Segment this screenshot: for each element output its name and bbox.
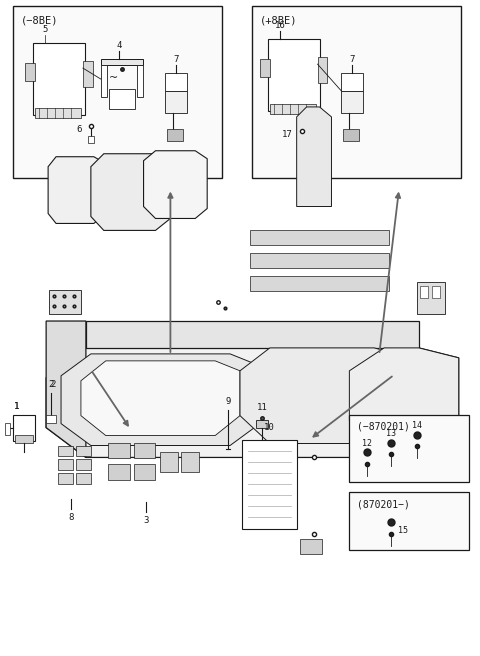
Text: 1: 1 bbox=[13, 402, 19, 411]
Bar bbox=[13, 415, 35, 441]
Polygon shape bbox=[240, 348, 404, 443]
Bar bbox=[250, 230, 389, 245]
Bar bbox=[420, 286, 428, 298]
Bar bbox=[252, 7, 461, 178]
Bar bbox=[242, 440, 297, 529]
Polygon shape bbox=[297, 107, 332, 207]
Text: 2: 2 bbox=[50, 380, 56, 389]
Text: 9: 9 bbox=[226, 397, 231, 406]
Text: 16: 16 bbox=[275, 21, 285, 30]
Text: 6: 6 bbox=[76, 125, 82, 134]
Bar bbox=[417, 282, 445, 314]
Polygon shape bbox=[349, 348, 459, 443]
Bar bbox=[250, 253, 389, 268]
Bar bbox=[101, 65, 107, 97]
Text: (+8BE): (+8BE) bbox=[260, 15, 298, 26]
Bar bbox=[349, 492, 468, 550]
Text: 7: 7 bbox=[174, 54, 179, 64]
Bar bbox=[49, 290, 81, 314]
Text: 2: 2 bbox=[48, 380, 54, 389]
Bar bbox=[250, 276, 389, 291]
Text: 10: 10 bbox=[264, 423, 274, 432]
Polygon shape bbox=[144, 151, 207, 218]
Text: 17: 17 bbox=[282, 131, 293, 139]
Bar bbox=[349, 415, 468, 482]
Bar bbox=[300, 539, 322, 554]
Bar bbox=[133, 464, 156, 480]
Text: 7: 7 bbox=[349, 54, 355, 64]
Bar bbox=[137, 65, 143, 97]
Bar bbox=[343, 129, 360, 141]
Bar bbox=[160, 453, 179, 472]
Text: 12: 12 bbox=[362, 439, 372, 448]
Bar bbox=[432, 286, 440, 298]
Text: 3: 3 bbox=[143, 516, 148, 525]
Bar bbox=[33, 43, 85, 115]
Bar bbox=[25, 63, 35, 81]
Bar bbox=[109, 89, 134, 109]
Bar bbox=[88, 136, 94, 143]
Polygon shape bbox=[46, 348, 459, 457]
Polygon shape bbox=[48, 157, 106, 224]
Bar bbox=[13, 7, 222, 178]
Text: (−8BE): (−8BE) bbox=[21, 15, 59, 26]
Bar bbox=[268, 39, 320, 111]
Bar bbox=[108, 443, 130, 459]
Bar bbox=[260, 59, 270, 77]
Polygon shape bbox=[86, 321, 419, 348]
Bar bbox=[133, 443, 156, 459]
Bar bbox=[256, 420, 268, 428]
Bar bbox=[166, 73, 187, 91]
Polygon shape bbox=[81, 361, 240, 436]
Bar bbox=[83, 61, 93, 87]
Polygon shape bbox=[61, 354, 260, 445]
Bar bbox=[76, 445, 91, 457]
Bar bbox=[270, 104, 315, 114]
Text: ~: ~ bbox=[109, 73, 119, 83]
Text: (−870201): (−870201) bbox=[357, 422, 410, 432]
Text: 14: 14 bbox=[412, 421, 422, 430]
Text: 4: 4 bbox=[116, 41, 121, 50]
Bar bbox=[76, 474, 91, 484]
Bar bbox=[168, 129, 183, 141]
Text: 1: 1 bbox=[13, 402, 19, 411]
Bar bbox=[76, 459, 91, 470]
Bar bbox=[46, 415, 56, 422]
Polygon shape bbox=[46, 321, 86, 457]
Text: 11: 11 bbox=[256, 403, 267, 412]
Bar bbox=[58, 445, 73, 457]
Bar bbox=[58, 459, 73, 470]
Bar bbox=[108, 464, 130, 480]
Polygon shape bbox=[91, 154, 170, 230]
Bar bbox=[5, 422, 11, 434]
Text: 13: 13 bbox=[386, 429, 396, 438]
Text: 15: 15 bbox=[398, 525, 408, 535]
Bar bbox=[101, 59, 143, 65]
Bar bbox=[181, 453, 199, 472]
Bar bbox=[318, 57, 327, 83]
Bar bbox=[299, 141, 305, 148]
Text: 8: 8 bbox=[68, 513, 73, 522]
Bar bbox=[166, 91, 187, 113]
Bar bbox=[341, 91, 363, 113]
Text: 5: 5 bbox=[42, 25, 48, 33]
Bar bbox=[58, 474, 73, 484]
Bar bbox=[341, 73, 363, 91]
Bar bbox=[15, 434, 33, 443]
Text: (870201−): (870201−) bbox=[357, 499, 410, 509]
Bar bbox=[35, 108, 81, 118]
